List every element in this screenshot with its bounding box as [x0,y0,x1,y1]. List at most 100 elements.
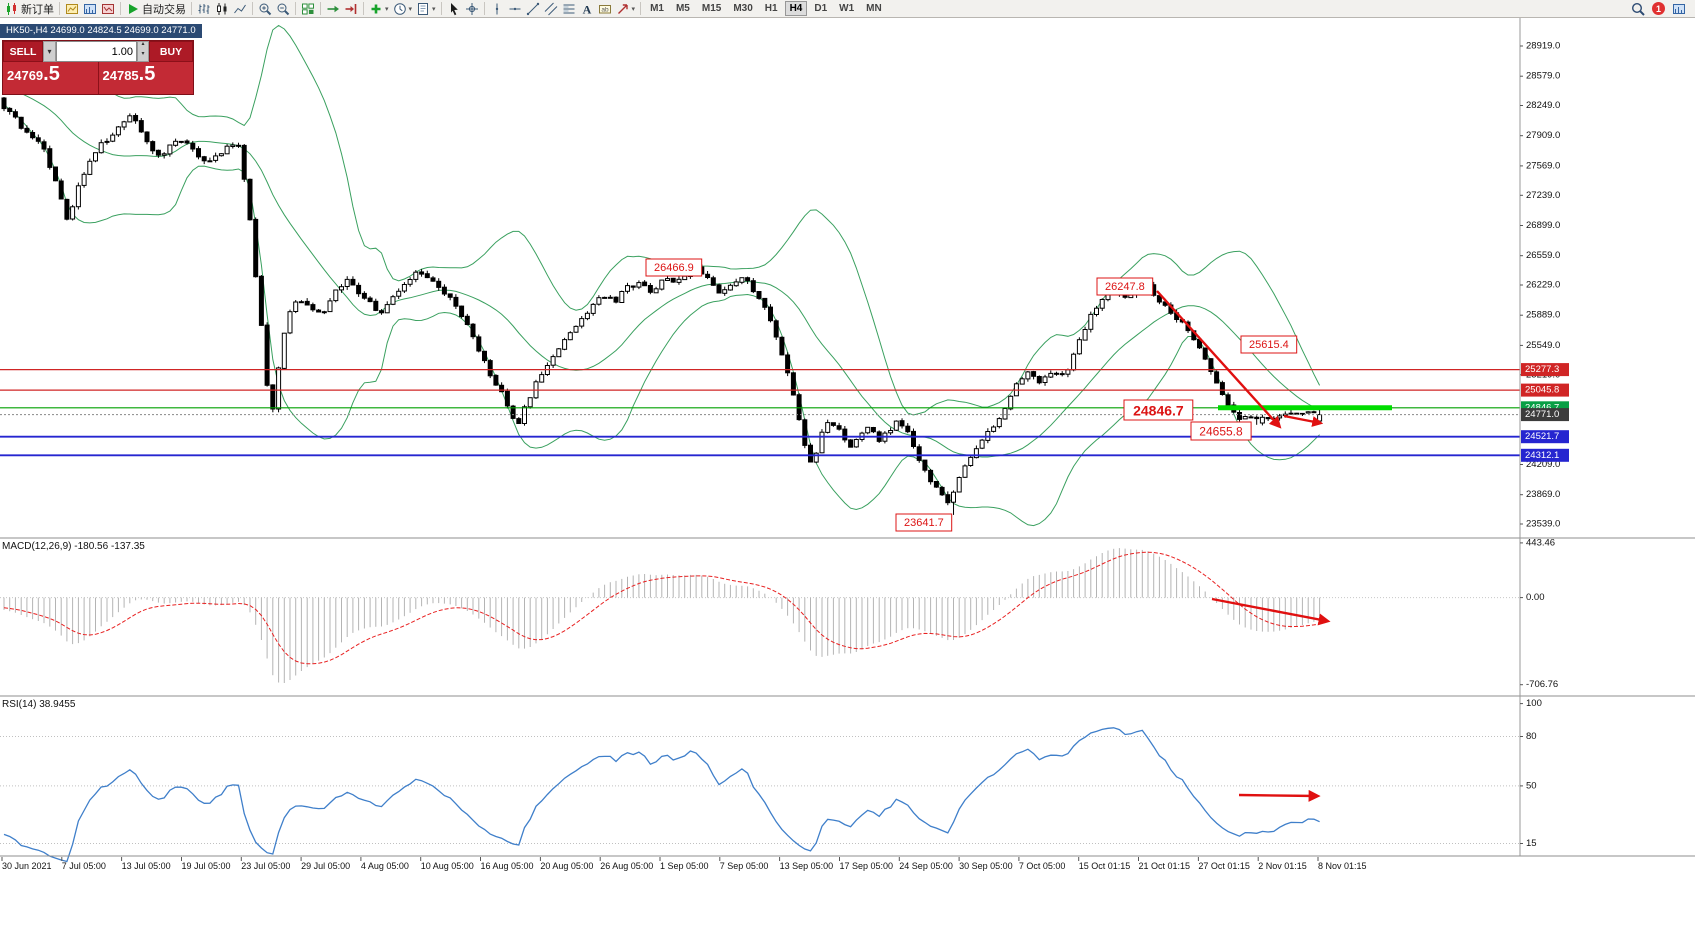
sell-price[interactable]: 24769.5 [3,62,98,94]
support-level-tag-3 [1521,448,1569,462]
callout-text: 26247.8 [1105,281,1145,293]
magnifier-icon [1631,2,1645,16]
price-callouts: 26466.9 26247.8 25615.4 24846.7 24655.8 23641… [645,258,1298,532]
vertical-line-tool-button[interactable] [488,1,506,17]
time-axis: 30 Jun 2021 7 Jul 05:00 13 Jul 05:00 19 Jul… [1,857,1367,871]
rsi-tick-label: 15 [1526,838,1537,849]
market-watch-button[interactable] [81,1,99,17]
chevron-down-icon[interactable]: ▾ [631,5,636,13]
toolbar-separator [640,2,642,15]
notification-badge[interactable]: 1 [1652,2,1665,15]
stepper-up-icon[interactable]: ▴ [141,41,145,47]
time-tick-label: 19 Jul 05:00 [182,861,231,871]
fibonacci-tool-button[interactable] [560,1,578,17]
timeframe-mn-button[interactable]: MN [866,3,882,14]
volume-dropdown-icon[interactable]: ▾ [43,41,56,62]
zoom-out-button[interactable] [274,1,292,17]
time-tick-label: 15 Oct 01:15 [1079,861,1131,871]
svg-text:24771.0: 24771.0 [1525,409,1559,420]
buy-price[interactable]: 24785.5 [97,62,194,94]
sell-button[interactable]: SELL [3,41,43,62]
crosshair-button[interactable] [463,1,481,17]
community-button[interactable] [1670,1,1688,17]
periods-list-button[interactable]: ▾ [391,1,415,17]
auto-scroll-button[interactable] [324,1,342,17]
templates-button[interactable]: ▾ [414,1,438,17]
time-tick-label: 4 Aug 05:00 [361,861,409,871]
callout-box[interactable] [1096,277,1154,296]
bar-chart-mode-button[interactable] [195,1,213,17]
callout-box[interactable] [645,258,703,277]
callout-box[interactable] [1190,421,1252,441]
downtrend-arrow-main[interactable] [1156,290,1282,429]
line-chart-mode-button[interactable] [231,1,249,17]
timeframe-m5-button[interactable]: M5 [675,3,690,14]
candlestick-mode-button[interactable] [213,1,231,17]
time-tick-label: 27 Oct 01:15 [1198,861,1250,871]
time-tick-label: 21 Oct 01:15 [1139,861,1191,871]
auto-trading-button[interactable]: 自动交易 [124,1,188,17]
zoom-in-button[interactable] [256,1,274,17]
time-tick-label: 23 Jul 05:00 [241,861,290,871]
macd-signal-line [3,551,1320,665]
zoom-out-icon [277,3,290,15]
time-tick-label: 26 Aug 05:00 [600,861,653,871]
cursor-button[interactable] [445,1,463,17]
volume-stepper[interactable]: ▴ ▾ [137,41,149,62]
one-click-trading-panel: SELL ▾ ▴▾ BUY 24769.5 24785.5 [2,40,194,95]
search-button[interactable] [1629,1,1647,17]
time-tick-label: 20 Aug 05:00 [540,861,593,871]
chevron-down-icon[interactable]: ▾ [385,5,389,13]
chart-shift-icon [345,3,357,14]
tile-windows-button[interactable] [299,1,317,17]
buy-button[interactable]: BUY [149,41,193,62]
chart-window-button[interactable] [63,1,81,17]
time-tick-label: 16 Aug 05:00 [481,861,534,871]
clock-icon [393,2,406,15]
new-order-button[interactable]: 新订单 [3,1,56,17]
rsi-arrow[interactable] [1238,789,1321,802]
navigator-button[interactable] [99,1,117,17]
callout-text: 23641.7 [904,517,944,529]
toolbar-separator [320,2,321,15]
rsi-axis: 100 80 50 15 [1520,698,1542,849]
macd-arrow[interactable] [1211,597,1331,626]
rsi-line [3,727,1320,863]
svg-text:24521.7: 24521.7 [1525,431,1559,442]
callout-box[interactable] [1240,335,1298,354]
trendline-tool-button[interactable] [524,1,542,17]
fibo-icon [563,4,575,13]
arrows-tool-button[interactable]: ▾ [614,1,638,17]
chart-shift-button[interactable] [342,1,360,17]
time-tick-label: 29 Jul 05:00 [301,861,350,871]
buy-price-frac: .5 [138,63,156,85]
macd-axis: 443.46 0.00 -706.76 [1520,537,1558,690]
indicators-list-button[interactable]: ▾ [367,1,391,17]
timeframe-d1-button[interactable]: D1 [814,3,828,14]
timeframe-h4-button[interactable]: H4 [784,1,808,16]
price-tick-label: 24209.0 [1526,459,1560,470]
callout-box[interactable] [895,513,953,532]
chevron-down-icon[interactable]: ▾ [432,5,436,13]
timeframe-m1-button[interactable]: M1 [650,3,664,14]
stepper-down-icon[interactable]: ▾ [141,50,145,57]
crosshair-icon [465,2,478,15]
timeframe-w1-button[interactable]: W1 [839,3,855,14]
price-tick-label: 27569.0 [1526,160,1560,171]
label-tool-button[interactable]: ab [596,1,614,17]
channel-tool-button[interactable] [542,1,560,17]
timeframe-m15-button[interactable]: M15 [701,3,722,14]
small-arrow-main[interactable] [1283,414,1324,427]
time-tick-label: 7 Sep 05:00 [720,861,769,871]
plus-green-icon [371,4,381,13]
chevron-down-icon[interactable]: ▾ [408,5,413,13]
volume-input[interactable] [56,41,137,62]
cursor-icon [450,2,458,15]
text-tool-button[interactable]: A [578,1,596,17]
callout-box[interactable] [1123,399,1194,421]
horizontal-line-tool-button[interactable] [506,1,524,17]
grid-green-icon [302,3,314,14]
timeframe-h1-button[interactable]: H1 [764,3,778,14]
timeframe-m30-button[interactable]: M30 [733,3,753,14]
